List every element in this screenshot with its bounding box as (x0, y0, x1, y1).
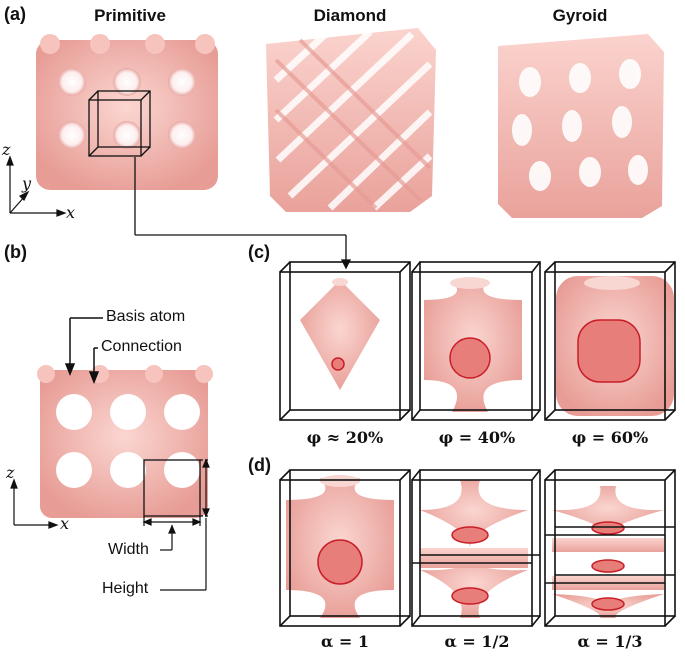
section-alpha-third-2 (591, 559, 625, 573)
axis-a-z: z (2, 140, 11, 159)
diamond-lattice (266, 27, 436, 212)
caption-phi-40: φ = 40% (438, 428, 516, 447)
cell-phi-40 (411, 261, 541, 421)
axis-a-x: x (66, 203, 76, 222)
connector-arrow (134, 157, 352, 270)
title-diamond: Diamond (313, 6, 387, 25)
cell-phi-60 (544, 261, 676, 421)
annotation-basis-atom: Basis atom (106, 308, 186, 325)
row-d-cells (279, 469, 676, 627)
section-alpha-third-1 (591, 521, 625, 535)
section-phi-60 (577, 319, 641, 383)
annotation-connection: Connection (101, 338, 182, 355)
title-gyroid: Gyroid (552, 6, 608, 25)
primitive-lattice (36, 34, 218, 190)
section-alpha-1 (317, 539, 363, 585)
row-c-cells (279, 261, 676, 421)
title-primitive: Primitive (94, 6, 166, 25)
caption-alpha-half: α = 1/2 (444, 632, 510, 651)
cell-alpha-third (544, 469, 676, 627)
panel-label-b: (b) (4, 242, 27, 262)
primitive-sheet (37, 365, 213, 518)
axes-a (6, 155, 67, 217)
unit-cell-outline (88, 90, 151, 157)
section-alpha-half-top (451, 526, 489, 544)
section-phi-20 (331, 357, 345, 371)
axis-b-x: x (60, 514, 70, 533)
caption-alpha-1: α = 1 (321, 632, 369, 651)
annotation-height: Height (102, 580, 149, 597)
axis-b-z: z (6, 463, 15, 482)
unit-cell-box (143, 459, 201, 517)
annotation-width: Width (108, 541, 149, 558)
cell-alpha-half (411, 469, 541, 627)
caption-phi-60: φ = 60% (571, 428, 649, 447)
axes-b (10, 478, 59, 529)
pointer-arrows (64, 317, 103, 385)
panel-label-d: (d) (248, 455, 271, 475)
cell-alpha-1 (279, 469, 411, 627)
section-phi-40 (449, 337, 491, 379)
section-alpha-third-3 (591, 597, 625, 611)
panel-label-a: (a) (4, 4, 26, 24)
panel-label-c: (c) (248, 242, 270, 262)
dimension-lines (142, 458, 210, 591)
caption-phi-20: φ ≈ 20% (306, 428, 384, 447)
cell-phi-20 (279, 261, 411, 421)
section-alpha-half-bottom (451, 587, 489, 605)
gyroid-lattice (498, 34, 664, 218)
axis-a-y: y (22, 174, 32, 193)
caption-alpha-third: α = 1/3 (577, 632, 643, 651)
